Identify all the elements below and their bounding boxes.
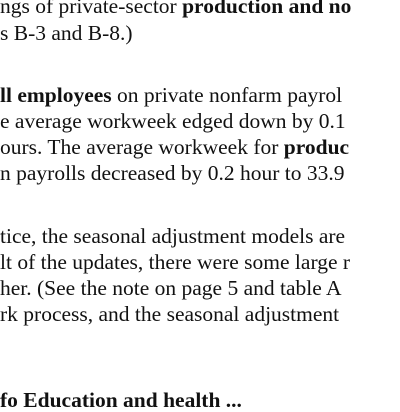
text-span: ngs of private-sector <box>0 0 183 18</box>
bold-term: produc <box>283 135 350 159</box>
text-line: lt of the updates, there were some large… <box>0 250 351 274</box>
text-line: tice, the seasonal adjustment models are <box>0 224 346 248</box>
bold-term: ll employees <box>0 83 112 107</box>
text-line: fo Education and health ... <box>0 388 242 412</box>
text-line: s B-3 and B-8.) <box>0 21 133 45</box>
text-span: on private nonfarm payrol <box>111 83 343 107</box>
text-line: n payrolls decreased by 0.2 hour to 33.9 <box>0 161 345 185</box>
text-line: e average workweek edged down by 0.1 <box>0 109 346 133</box>
text-span: ours. The average workweek for <box>0 135 284 159</box>
text-line: ngs of private-sector production and no <box>0 0 351 18</box>
text-line: rk process, and the seasonal adjustment <box>0 302 340 326</box>
text-line: ll employees on private nonfarm payrol <box>0 83 342 107</box>
bold-term: production and no <box>182 0 352 18</box>
bold-term: fo Education and health ... <box>0 388 242 412</box>
text-line: ours. The average workweek for produc <box>0 135 349 159</box>
text-line: her. (See the note on page 5 and table A <box>0 276 342 300</box>
